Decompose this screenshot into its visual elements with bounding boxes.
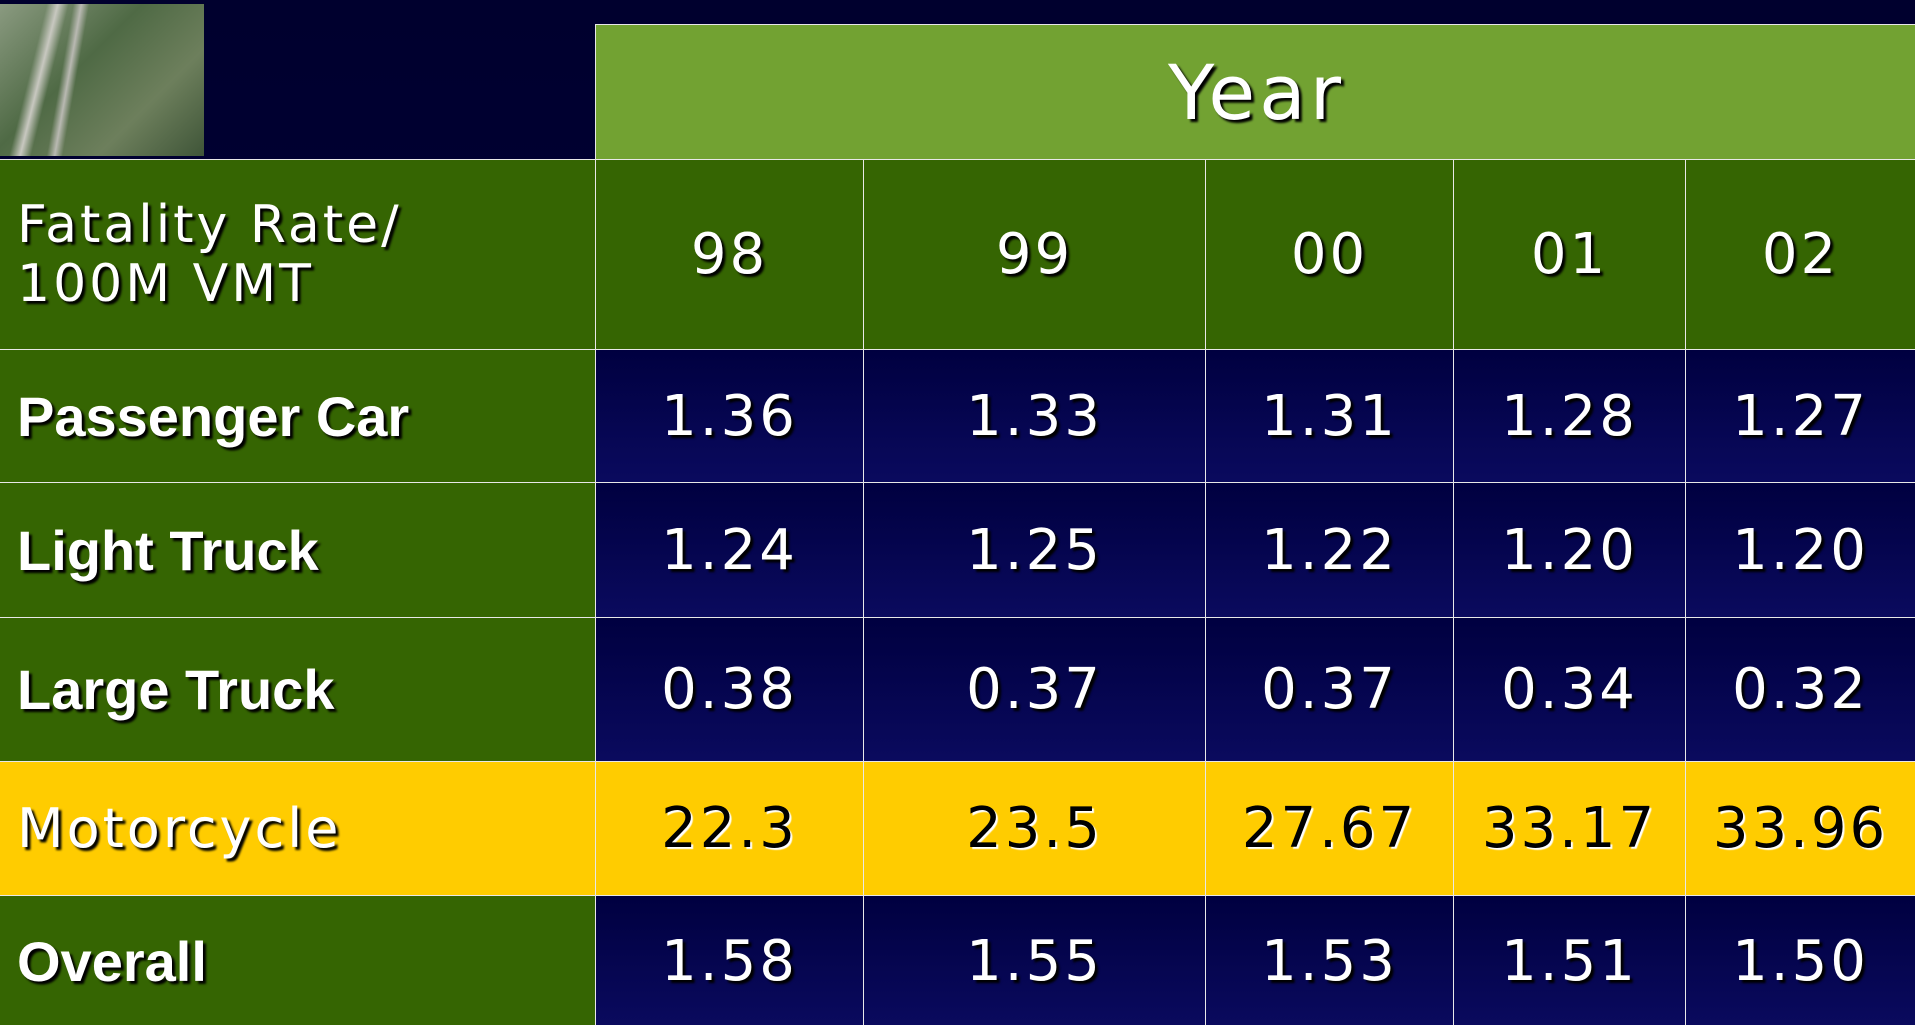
rate-value: 1.24 [595, 482, 864, 618]
rate-value: 22.3 [595, 761, 864, 896]
rate-value: 1.25 [863, 482, 1206, 618]
rate-value: 1.58 [595, 895, 864, 1025]
row-label: Overall [0, 895, 596, 1025]
road-photo [0, 4, 204, 156]
rate-value: 27.67 [1205, 761, 1454, 896]
year-label: 02 [1685, 159, 1915, 350]
rate-value: 1.36 [595, 349, 864, 483]
row-label: Light Truck [0, 482, 596, 618]
rate-value: 33.17 [1453, 761, 1686, 896]
year-label: 01 [1453, 159, 1686, 350]
year-label: 99 [863, 159, 1206, 350]
rate-value: 1.20 [1453, 482, 1686, 618]
rate-value: 0.34 [1453, 617, 1686, 762]
rate-value: 1.53 [1205, 895, 1454, 1025]
corner-label: Fatality Rate/ 100M VMT [0, 159, 596, 350]
rate-value: 0.37 [1205, 617, 1454, 762]
row-label: Large Truck [0, 617, 596, 762]
rate-value: 0.32 [1685, 617, 1915, 762]
rate-value: 1.31 [1205, 349, 1454, 483]
year-label: 98 [595, 159, 864, 350]
rate-value: 1.20 [1685, 482, 1915, 618]
rate-value: 1.27 [1685, 349, 1915, 483]
row-label: Passenger Car [0, 349, 596, 483]
rate-value: 1.51 [1453, 895, 1686, 1025]
rate-value: 0.37 [863, 617, 1206, 762]
rate-value: 23.5 [863, 761, 1206, 896]
row-label: Motorcycle [0, 761, 596, 896]
rate-value: 1.55 [863, 895, 1206, 1025]
rate-value: 0.38 [595, 617, 864, 762]
rate-value: 33.96 [1685, 761, 1915, 896]
rate-value: 1.22 [1205, 482, 1454, 618]
rate-value: 1.33 [863, 349, 1206, 483]
year-label: 00 [1205, 159, 1454, 350]
year-header: Year [595, 24, 1915, 160]
rate-value: 1.50 [1685, 895, 1915, 1025]
rate-value: 1.28 [1453, 349, 1686, 483]
